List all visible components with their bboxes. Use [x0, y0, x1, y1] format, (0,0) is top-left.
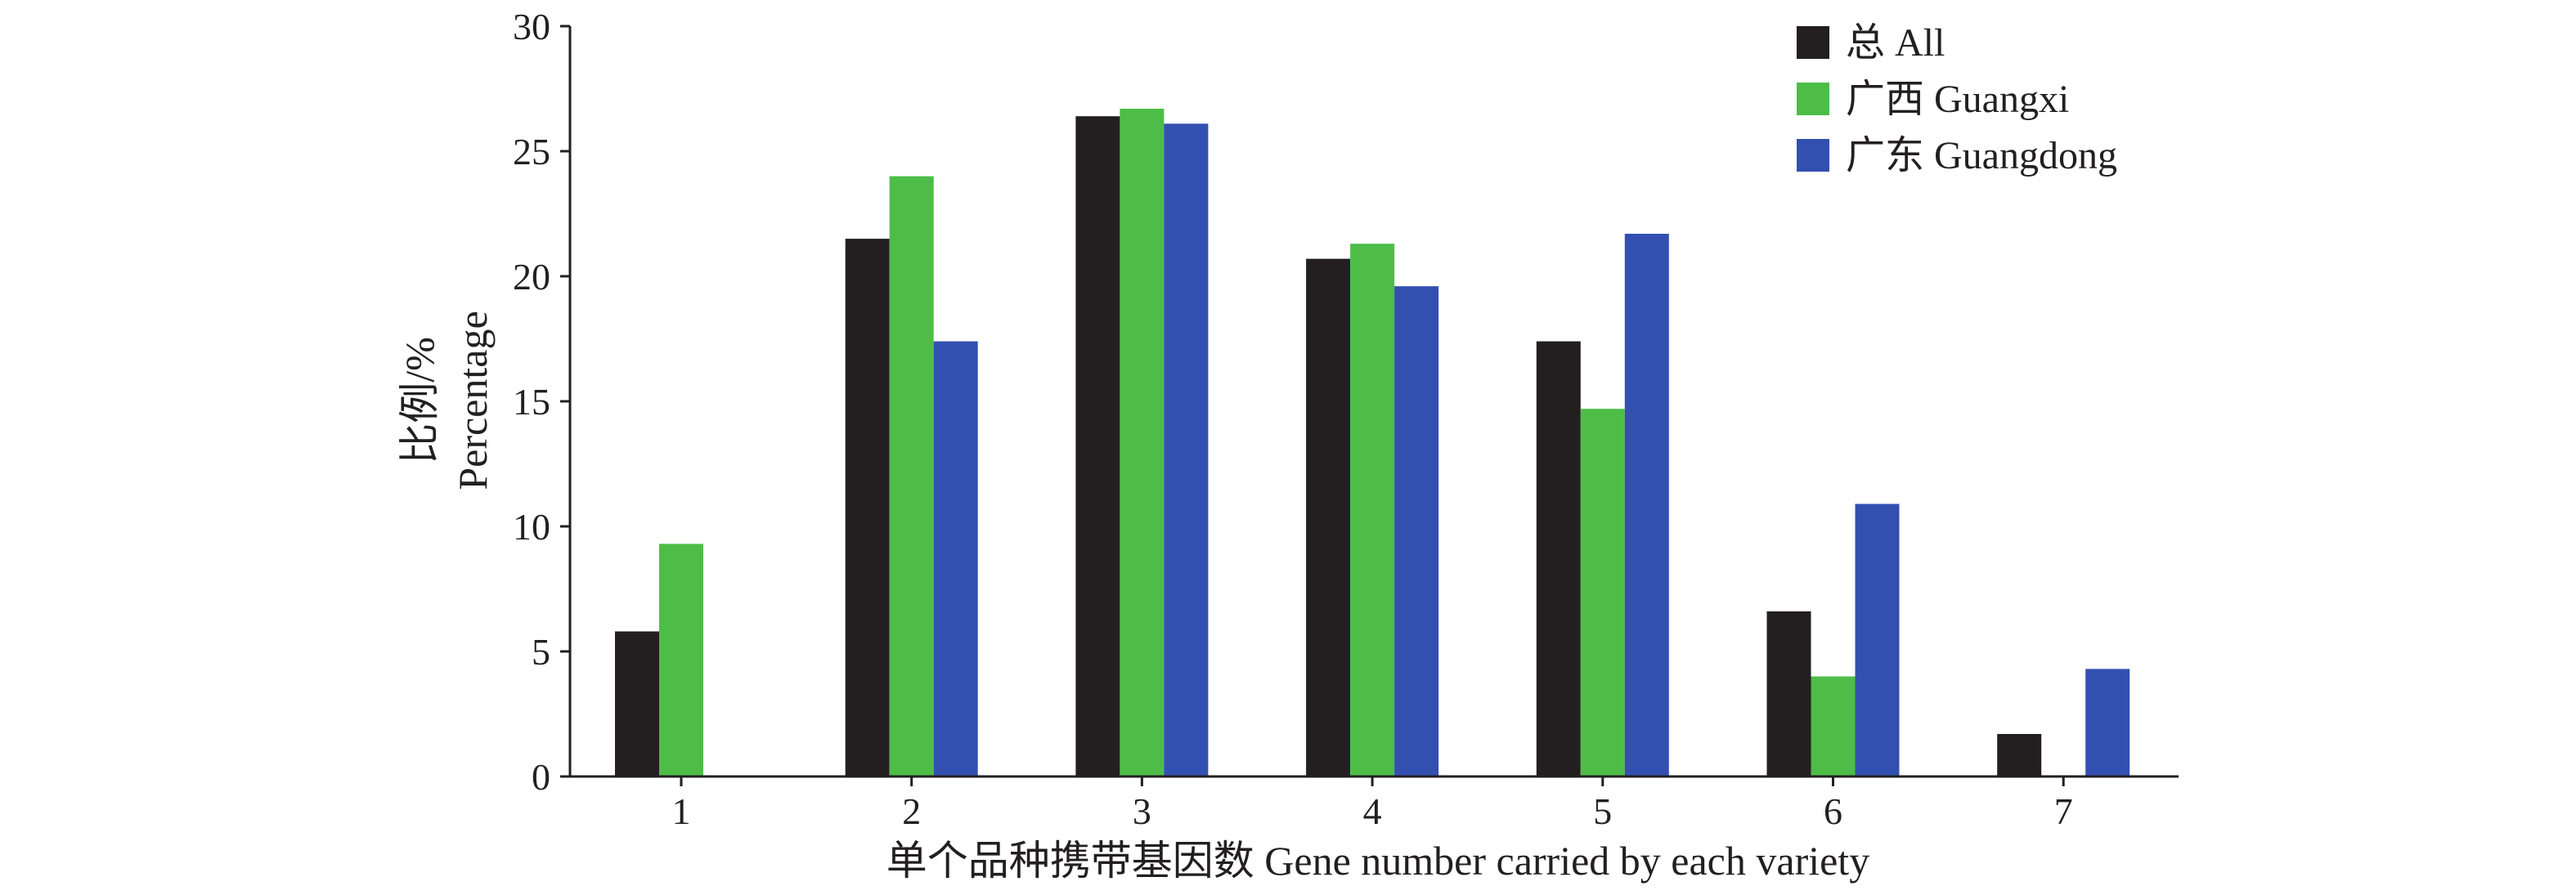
x-tick-label: 7 [2054, 790, 2073, 832]
x-tick-label: 1 [672, 790, 691, 832]
x-tick-label: 3 [1133, 790, 1151, 832]
bar-6-series-1 [1811, 676, 1856, 776]
bar-7-series-0 [1997, 734, 2042, 776]
legend-label-1: 广西 Guangxi [1846, 78, 2069, 121]
y-tick-label: 15 [513, 381, 550, 423]
bar-4-series-1 [1350, 244, 1395, 776]
bar-1-series-1 [659, 544, 703, 776]
bar-6-series-0 [1766, 611, 1811, 776]
legend-swatch-0 [1797, 26, 1829, 59]
legend-swatch-1 [1797, 83, 1829, 115]
bar-1-series-0 [615, 631, 659, 776]
y-axis-title-english: Percentage [450, 311, 496, 490]
bar-5-series-1 [1580, 409, 1625, 776]
bars-group [615, 109, 2130, 777]
bar-2-series-0 [845, 239, 890, 777]
y-tick-label: 25 [513, 131, 550, 172]
y-axis-title: 比例/% Percentage [397, 311, 496, 490]
y-tick-label: 20 [513, 256, 550, 298]
x-axis-title: 单个品种携带基因数 Gene number carried by each va… [886, 838, 1869, 884]
bar-3-series-2 [1164, 123, 1209, 777]
y-tick-label: 5 [532, 631, 550, 673]
y-tick-label: 0 [532, 756, 550, 798]
x-tick-label: 4 [1363, 790, 1382, 832]
bar-2-series-2 [933, 341, 978, 777]
bar-2-series-1 [889, 176, 934, 777]
bar-4-series-2 [1394, 286, 1439, 776]
bar-6-series-2 [1855, 503, 1900, 776]
bar-5-series-2 [1624, 234, 1669, 776]
x-tick-label: 6 [1824, 790, 1842, 832]
x-ticks-group: 1 2 3 4 5 6 7 [672, 776, 2073, 832]
bar-3-series-0 [1075, 116, 1120, 776]
bar-4-series-0 [1306, 258, 1351, 777]
x-tick-label: 2 [902, 790, 921, 832]
y-tick-label: 30 [513, 6, 550, 47]
legend-label-0: 总 All [1846, 21, 1945, 65]
bar-7-series-2 [2085, 669, 2130, 776]
y-tick-label: 10 [513, 506, 550, 548]
legend-label-2: 广东 Guangdong [1846, 134, 2117, 177]
y-axis-title-chinese: 比例/% [397, 337, 442, 464]
bar-3-series-1 [1120, 109, 1165, 776]
legend-swatch-2 [1797, 139, 1829, 172]
y-ticks-group: 0 5 10 15 20 25 30 [513, 6, 570, 798]
x-tick-label: 5 [1593, 790, 1612, 832]
legend: 总 All 广西 Guangxi 广东 Guangdong [1797, 21, 2117, 177]
bar-5-series-0 [1536, 341, 1581, 777]
